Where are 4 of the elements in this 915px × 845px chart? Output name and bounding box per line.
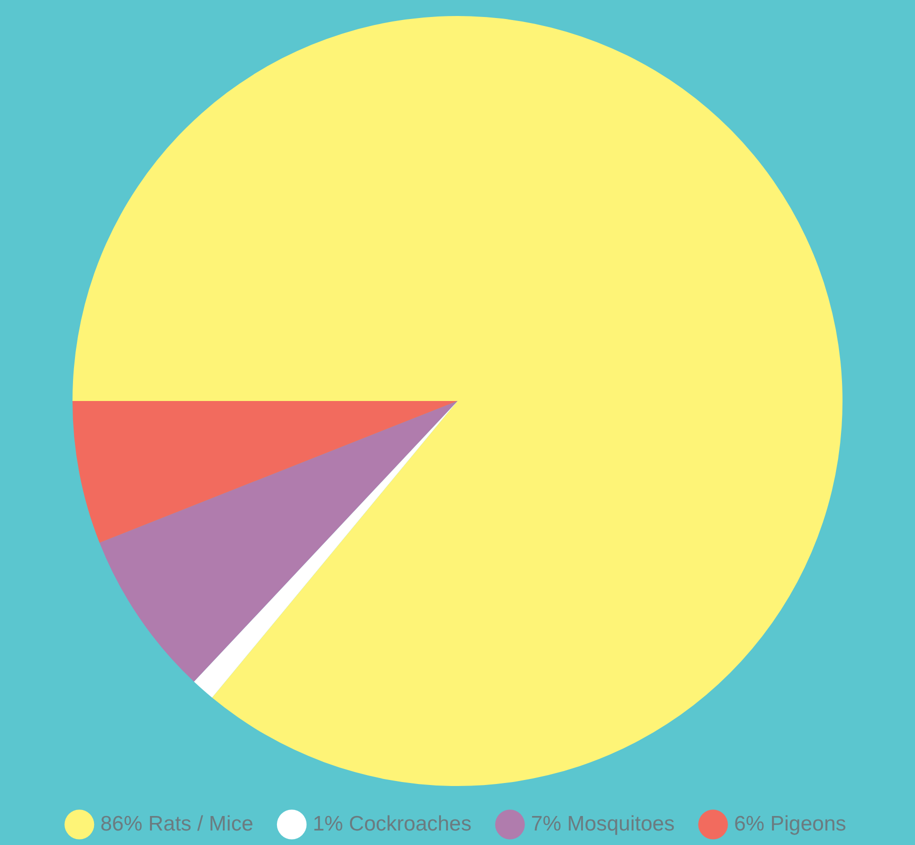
legend-label: 86% Rats / Mice	[100, 812, 254, 836]
legend-label: 6% Pigeons	[734, 812, 846, 836]
legend-label: 1% Cockroaches	[312, 812, 472, 836]
legend-label: 7% Mosquitoes	[530, 812, 675, 836]
